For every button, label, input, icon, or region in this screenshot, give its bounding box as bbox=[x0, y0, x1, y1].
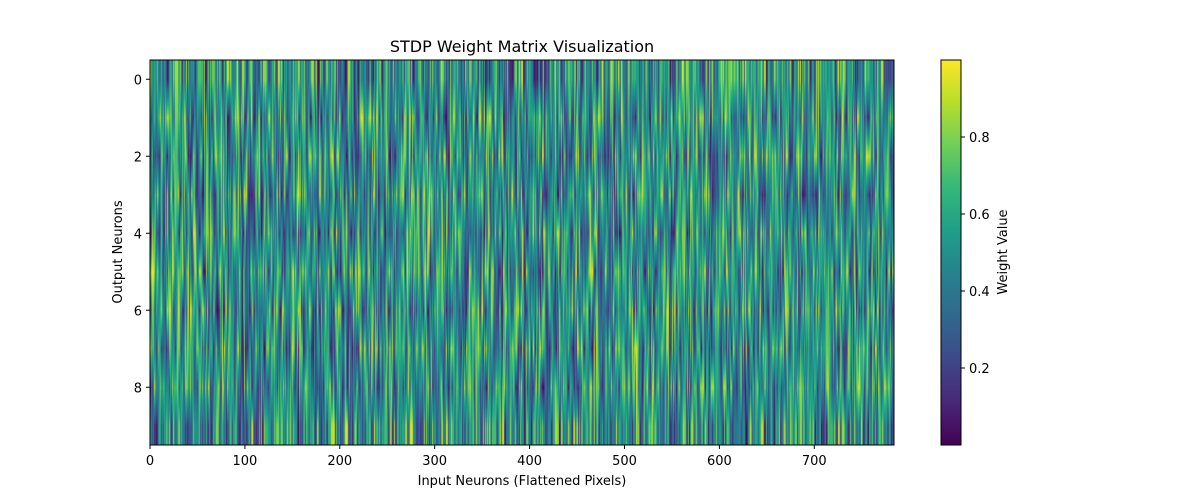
colorbar-tick-label: 0.8 bbox=[969, 131, 990, 146]
x-tick-label: 500 bbox=[612, 454, 637, 469]
chart-title: STDP Weight Matrix Visualization bbox=[390, 37, 654, 56]
x-axis-label: Input Neurons (Flattened Pixels) bbox=[418, 474, 627, 489]
colorbar-tick-label: 0.4 bbox=[969, 285, 990, 300]
x-tick-label: 700 bbox=[802, 454, 827, 469]
x-tick-label: 400 bbox=[517, 454, 542, 469]
colorbar-frame bbox=[940, 59, 962, 446]
colorbar-gradient bbox=[941, 60, 961, 445]
x-tick-label: 200 bbox=[327, 454, 352, 469]
y-tick-label: 0 bbox=[134, 73, 142, 88]
colorbar-tick-label: 0.2 bbox=[969, 362, 990, 377]
colorbar-ticks: 0.2 0.4 0.6 0.8 bbox=[961, 131, 990, 377]
heatmap-cells bbox=[150, 60, 894, 445]
x-tick-label: 100 bbox=[232, 454, 257, 469]
plot-frame bbox=[149, 59, 895, 446]
x-tick-label: 0 bbox=[146, 454, 154, 469]
x-tick-label: 300 bbox=[422, 454, 447, 469]
y-axis-ticks: 0 2 4 6 8 bbox=[134, 73, 150, 396]
colorbar-label: Weight Value bbox=[996, 209, 1011, 294]
y-tick-label: 8 bbox=[134, 381, 142, 396]
y-axis-label: Output Neurons bbox=[111, 200, 126, 304]
y-tick-label: 6 bbox=[134, 304, 142, 319]
x-tick-label: 600 bbox=[707, 454, 732, 469]
colorbar-tick-label: 0.6 bbox=[969, 208, 990, 223]
y-tick-label: 2 bbox=[134, 150, 142, 165]
heatmap-image bbox=[150, 60, 894, 445]
x-axis-ticks: 0 100 200 300 400 500 600 700 bbox=[146, 445, 827, 469]
y-tick-label: 4 bbox=[134, 227, 142, 242]
colorbar: 0.2 0.4 0.6 0.8 Weight Value bbox=[940, 59, 1011, 446]
